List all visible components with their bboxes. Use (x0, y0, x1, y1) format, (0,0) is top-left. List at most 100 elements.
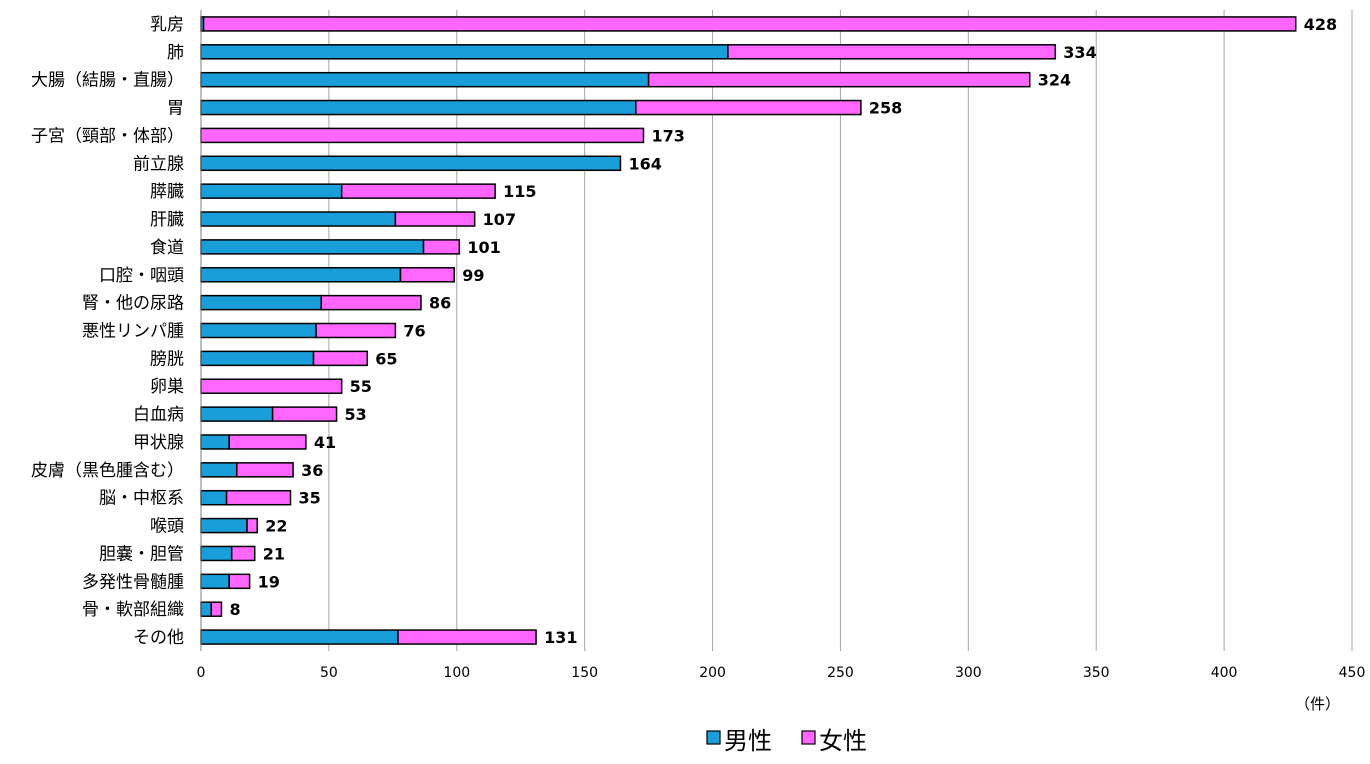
x-tick-label: 350 (1083, 665, 1110, 681)
bar-segment-female (225, 489, 292, 506)
total-label: 115 (503, 182, 536, 201)
bar-segment-male (200, 462, 238, 478)
category-label: 大腸（結腸・直腸） (31, 71, 184, 91)
bar-segment-male (200, 239, 425, 255)
x-tick-label: 450 (1339, 665, 1366, 681)
category-label: 白血病 (133, 405, 184, 425)
total-label: 173 (651, 126, 684, 145)
total-label: 107 (483, 210, 516, 229)
bar-segment-male (200, 211, 397, 227)
category-label: 食道 (150, 238, 184, 258)
bar-segment-male (200, 545, 233, 562)
bar-segment-male (200, 434, 230, 450)
category-label: その他 (133, 628, 184, 648)
bar-segment-female (210, 601, 223, 617)
category-label: 甲状腺 (133, 433, 184, 453)
grid-lines (328, 10, 1353, 651)
legend-label: 男性 (724, 727, 772, 755)
total-label: 334 (1063, 43, 1096, 62)
category-label: 脳・中枢系 (99, 489, 184, 509)
category-label: 肺 (167, 43, 184, 63)
total-label: 86 (429, 294, 451, 313)
x-tick-label: 50 (320, 665, 338, 681)
x-axis-tick-labels: 0 50 100 150 200 250 300 350 400 450 (197, 665, 1366, 681)
total-label: 428 (1304, 15, 1337, 34)
bar-segment-female (312, 350, 369, 367)
total-label: 53 (345, 405, 367, 424)
total-label: 164 (628, 154, 661, 173)
category-label: 口腔・咽頭 (99, 266, 184, 286)
x-tick-label: 400 (1211, 665, 1238, 681)
bar-segment-female (202, 16, 1297, 32)
bar-segment-female (236, 462, 294, 478)
bar-segment-female (647, 71, 1031, 88)
category-label: 膀胱 (150, 349, 184, 369)
legend-label: 女性 (819, 727, 867, 755)
bar-segment-male (200, 601, 212, 617)
bar-segment-female (230, 545, 256, 562)
total-label: 36 (301, 461, 323, 480)
bar-segment-female (394, 211, 476, 227)
category-label: 卵巣 (150, 377, 184, 397)
legend-swatch (801, 730, 816, 745)
total-label: 41 (314, 433, 336, 452)
category-label: 多発性骨髄腫 (82, 572, 184, 592)
category-label: 喉頭 (150, 517, 184, 537)
bar-segment-male (200, 350, 315, 367)
total-label: 65 (375, 349, 397, 368)
total-label: 55 (350, 377, 372, 396)
total-label: 19 (258, 572, 280, 591)
bar-segment-female (200, 127, 645, 144)
bar-segment-female (228, 573, 251, 590)
category-label: 皮膚（黒色腫含む） (31, 461, 184, 481)
x-tick-label: 250 (827, 665, 854, 681)
total-label: 101 (467, 238, 500, 257)
category-label: 骨・軟部組織 (82, 600, 184, 620)
category-label: 胃 (167, 99, 184, 119)
total-label: 324 (1038, 71, 1071, 90)
bar-segment-male (200, 183, 343, 199)
bar-segment-male (200, 44, 729, 60)
total-label: 35 (299, 489, 321, 508)
category-label: 腎・他の尿路 (82, 294, 184, 314)
total-label: 21 (263, 544, 285, 563)
x-tick-label: 100 (443, 665, 470, 681)
total-label: 22 (265, 517, 287, 536)
unit-label: （件） (1295, 695, 1340, 713)
legend: 男性 女性 (706, 727, 867, 755)
legend-swatch (706, 730, 721, 745)
bar-segment-male (200, 517, 248, 534)
category-label: 前立腺 (133, 154, 184, 174)
bar-segment-female (228, 434, 307, 450)
bar-segment-female (271, 406, 338, 422)
bar-segment-male (200, 99, 637, 116)
category-label: 乳房 (150, 15, 184, 35)
bar-segment-male (200, 629, 399, 645)
x-tick-label: 300 (955, 665, 982, 681)
bar-segment-male (200, 573, 230, 590)
x-tick-label: 200 (699, 665, 726, 681)
bar-segment-female (422, 239, 461, 255)
total-label: 258 (869, 99, 902, 118)
category-label: 悪性リンパ腫 (82, 322, 184, 342)
category-label: 子宮（頸部・体部） (31, 126, 184, 146)
category-label: 肝臓 (150, 210, 184, 230)
bar-segment-female (727, 44, 1057, 60)
bar-segment-male (200, 155, 622, 172)
bar-segment-female (200, 378, 343, 394)
bar-segment-male (200, 406, 274, 422)
total-label: 8 (229, 600, 240, 619)
bar-segment-female (635, 99, 862, 116)
category-label: 膵臓 (150, 182, 184, 202)
x-tick-label: 0 (197, 665, 206, 681)
bar-segment-male (200, 489, 228, 506)
bar-segment-female (315, 322, 397, 339)
bar-segment-female (320, 294, 422, 311)
x-tick-label: 150 (571, 665, 598, 681)
bars (200, 16, 1297, 645)
bar-segment-male (200, 322, 317, 339)
bar-segment-female (399, 267, 455, 283)
